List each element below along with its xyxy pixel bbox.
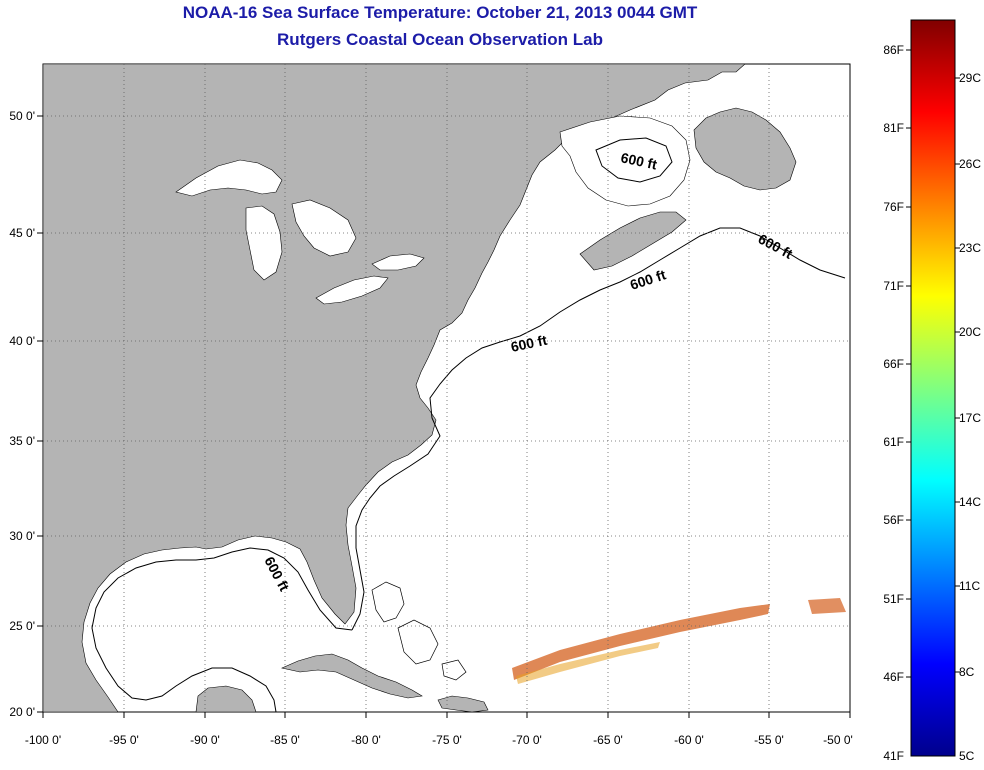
- lon-tick-label: -80 0': [351, 733, 381, 747]
- lat-tick-label: 40 0': [9, 334, 35, 348]
- colorbar-label-c: 8C: [959, 665, 975, 679]
- lon-tick-label: -100 0': [25, 733, 61, 747]
- land-newfoundland: [693, 107, 797, 191]
- temperature-colorbar: 86F 81F 76F 71F 66F 61F 56F 51F 46F 41F …: [883, 19, 981, 763]
- lake-michigan: [245, 205, 283, 281]
- sst-data-swath: [512, 598, 846, 684]
- colorbar-label-c: 14C: [959, 495, 981, 509]
- isobath-600ft-gulf: [91, 547, 353, 712]
- isobath-600ft-atlantic: [351, 227, 846, 631]
- land-north-america: [43, 64, 746, 712]
- colorbar-gradient: [910, 19, 956, 757]
- colorbar-label-f: 66F: [883, 357, 904, 371]
- lon-tick-label: -85 0': [270, 733, 300, 747]
- land-nova-scotia: [579, 211, 687, 271]
- lon-tick-label: -75 0': [432, 733, 462, 747]
- map-content: [43, 64, 846, 712]
- colorbar-label-f: 86F: [883, 43, 904, 57]
- lat-tick-label: 35 0': [9, 434, 35, 448]
- contour-label-mid-atlantic: 600 ft: [509, 332, 548, 355]
- lon-tick-label: -95 0': [109, 733, 139, 747]
- colorbar-label-f: 61F: [883, 435, 904, 449]
- colorbar-label-c: 17C: [959, 411, 981, 425]
- lon-tick-label: -55 0': [754, 733, 784, 747]
- lon-tick-label: -65 0': [593, 733, 623, 747]
- lon-tick-label: -70 0': [512, 733, 542, 747]
- colorbar-label-f: 81F: [883, 121, 904, 135]
- map-title: NOAA-16 Sea Surface Temperature: October…: [182, 3, 698, 22]
- lat-tick-label: 30 0': [9, 529, 35, 543]
- map-subtitle: Rutgers Coastal Ocean Observation Lab: [277, 30, 603, 49]
- colorbar-label-f: 71F: [883, 279, 904, 293]
- colorbar-label-c: 23C: [959, 241, 981, 255]
- isobath-600ft-gulf-st-lawrence: [595, 137, 673, 183]
- bahamas-banks: [371, 581, 467, 681]
- colorbar-label-c: 5C: [959, 749, 975, 763]
- colorbar-label-c: 29C: [959, 71, 981, 85]
- land-cuba: [281, 653, 423, 699]
- colorbar-label-f: 76F: [883, 200, 904, 214]
- colorbar-label-f: 56F: [883, 513, 904, 527]
- axis-ticks: [37, 115, 851, 718]
- lat-tick-label: 50 0': [9, 109, 35, 123]
- colorbar-label-c: 11C: [959, 579, 980, 593]
- lake-ontario: [371, 253, 425, 271]
- water-gulf-st-lawrence: [559, 115, 691, 207]
- lon-tick-labels: -100 0' -95 0' -90 0' -85 0' -80 0' -75 …: [25, 733, 853, 747]
- lon-tick-label: -60 0': [674, 733, 704, 747]
- colorbar-label-c: 20C: [959, 325, 981, 339]
- lake-superior: [175, 159, 283, 197]
- lake-huron: [291, 199, 357, 257]
- colorbar-label-f: 46F: [883, 670, 904, 684]
- contour-label-gulf-st-lawrence: 600 ft: [619, 149, 658, 172]
- lat-tick-labels: 50 0' 45 0' 40 0' 35 0' 30 0' 25 0' 20 0…: [9, 109, 35, 719]
- lake-erie: [315, 275, 389, 305]
- colorbar-label-f: 41F: [883, 749, 904, 763]
- graticule: [43, 64, 850, 712]
- colorbar-label-c: 26C: [959, 157, 981, 171]
- lat-tick-label: 25 0': [9, 619, 35, 633]
- lat-tick-label: 45 0': [9, 226, 35, 240]
- lon-tick-label: -90 0': [190, 733, 220, 747]
- lon-tick-label: -50 0': [823, 733, 853, 747]
- lat-tick-label: 20 0': [9, 705, 35, 719]
- colorbar-label-f: 51F: [883, 592, 904, 606]
- land-yucatan: [195, 685, 257, 712]
